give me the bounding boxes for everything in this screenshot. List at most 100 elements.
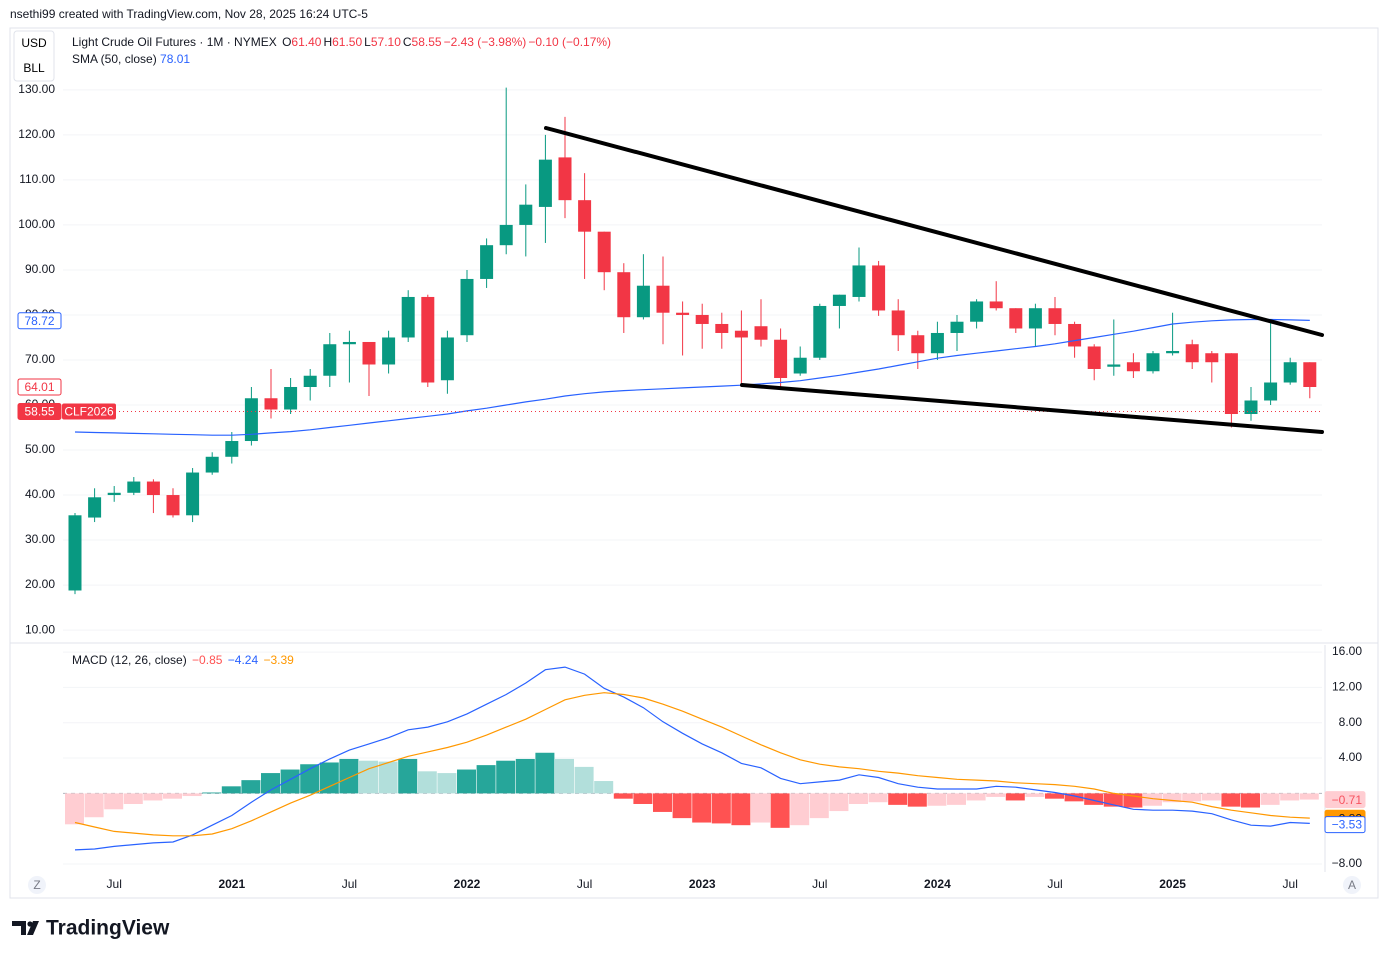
frame — [9, 27, 1379, 899]
histogram-bar — [692, 793, 712, 823]
candle-body — [127, 481, 141, 493]
auto-button[interactable] — [1343, 876, 1361, 894]
histogram-bar — [535, 752, 555, 794]
x-tick-label: Jul — [1283, 877, 1298, 891]
histogram-bar — [731, 793, 751, 826]
candle-body — [754, 326, 768, 340]
candle-body — [970, 301, 984, 322]
price-tag — [17, 403, 62, 421]
histogram-bar — [633, 793, 653, 804]
unit: BLL — [23, 61, 45, 75]
candle-body — [401, 296, 415, 338]
x-tick-label: 2023 — [689, 877, 716, 891]
histogram-bar — [437, 773, 457, 794]
candle-body — [911, 335, 925, 354]
ohlc-key: C — [402, 35, 412, 49]
y-tick-label: 20.00 — [25, 577, 55, 591]
zoom-button[interactable] — [28, 876, 46, 894]
price-tag — [17, 378, 62, 396]
value-tag-label: −3.53 — [1332, 818, 1363, 832]
histogram-bar — [868, 793, 888, 803]
candle-body — [88, 497, 102, 518]
price-legend: Light Crude Oil Futures · 1M · NYMEX O61… — [72, 35, 613, 49]
candle-body — [558, 157, 572, 201]
candle-body — [1048, 308, 1062, 324]
histogram-bar — [672, 793, 692, 819]
candle-body — [1126, 362, 1140, 372]
y2-tick-label: 16.00 — [1332, 644, 1362, 658]
histogram-bar — [1045, 793, 1064, 799]
candle-body — [832, 294, 846, 306]
price-tag-label: 58.55 — [24, 405, 54, 419]
signal-value: −3.39 — [263, 653, 294, 667]
candle-body — [284, 386, 298, 410]
value-tag — [1324, 791, 1366, 809]
histogram-bar — [1241, 793, 1260, 808]
candle-body — [421, 296, 435, 383]
candle-body — [146, 481, 160, 496]
ohlc-key: H — [323, 35, 333, 49]
sma-value: 78.01 — [160, 52, 191, 66]
histogram-bar — [751, 793, 770, 823]
candle-body — [656, 285, 670, 313]
candle-body — [793, 357, 807, 374]
price-tag-label: 64.01 — [24, 380, 54, 394]
candle-body — [852, 265, 866, 297]
candle-body — [950, 321, 964, 333]
x-tick-label: Jul — [342, 877, 357, 891]
histogram-bar — [1143, 793, 1162, 806]
histogram-bar — [1005, 793, 1025, 801]
y-tick-label: 90.00 — [25, 262, 55, 276]
zoom-label[interactable]: Z — [33, 878, 40, 892]
y-tick-label: 40.00 — [25, 487, 55, 501]
hist-value: −0.85 — [192, 653, 223, 667]
macd-line — [74, 666, 1310, 851]
candle-body — [1244, 400, 1258, 415]
trendline-upper — [544, 126, 1324, 337]
symbol-tag — [62, 403, 116, 420]
histogram-bar — [770, 793, 790, 828]
candle-body — [440, 337, 454, 381]
candle-body — [323, 344, 337, 376]
candle-body — [930, 332, 944, 354]
symbol-tag-label: CLF2026 — [64, 405, 114, 419]
value-tag-label: −0.71 — [1332, 793, 1363, 807]
histogram-bar — [1182, 793, 1202, 802]
candle-body — [244, 398, 258, 442]
histogram-bar — [555, 758, 574, 794]
y-tick-label: 100.00 — [18, 217, 55, 231]
auto-label[interactable]: A — [1348, 878, 1356, 892]
histogram-bar — [515, 758, 535, 794]
sma-name: SMA (50, close) — [72, 52, 157, 66]
price-tag — [17, 312, 62, 330]
histogram-bar — [809, 793, 829, 819]
x-tick-label: Jul — [107, 877, 122, 891]
histogram-bar — [1280, 793, 1300, 801]
candle-body — [186, 472, 200, 516]
candle-body — [1009, 308, 1023, 329]
y2-tick-label: 12.00 — [1332, 680, 1362, 694]
histogram-bar — [711, 793, 731, 824]
y-tick-label: 30.00 — [25, 532, 55, 546]
histogram-bar — [1299, 793, 1319, 800]
ohlc-key: O — [282, 35, 292, 49]
x-tick-label: 2025 — [1159, 877, 1186, 891]
histogram-bar — [966, 793, 986, 801]
marks — [63, 87, 1322, 851]
candle-body — [1068, 323, 1082, 347]
trendline-lower — [740, 383, 1324, 434]
change2: −0.10 (−0.17%) — [528, 35, 612, 49]
candle-body — [578, 200, 592, 232]
histogram-bar — [653, 793, 672, 812]
y-tick-label: 110.00 — [19, 172, 55, 186]
macd-legend: MACD (12, 26, close) −0.85 −4.24 −3.39 — [72, 653, 296, 667]
ohlc-value: 61.50 — [332, 35, 363, 49]
candle-body — [636, 285, 650, 318]
ohlc-value: 58.55 — [411, 35, 442, 49]
candle-body — [264, 398, 278, 410]
candle-body — [303, 375, 317, 387]
logo-icon — [12, 921, 39, 935]
candle-body — [715, 323, 729, 333]
y-tick-label: 130.00 — [18, 82, 55, 96]
histogram-bar — [1162, 793, 1182, 803]
